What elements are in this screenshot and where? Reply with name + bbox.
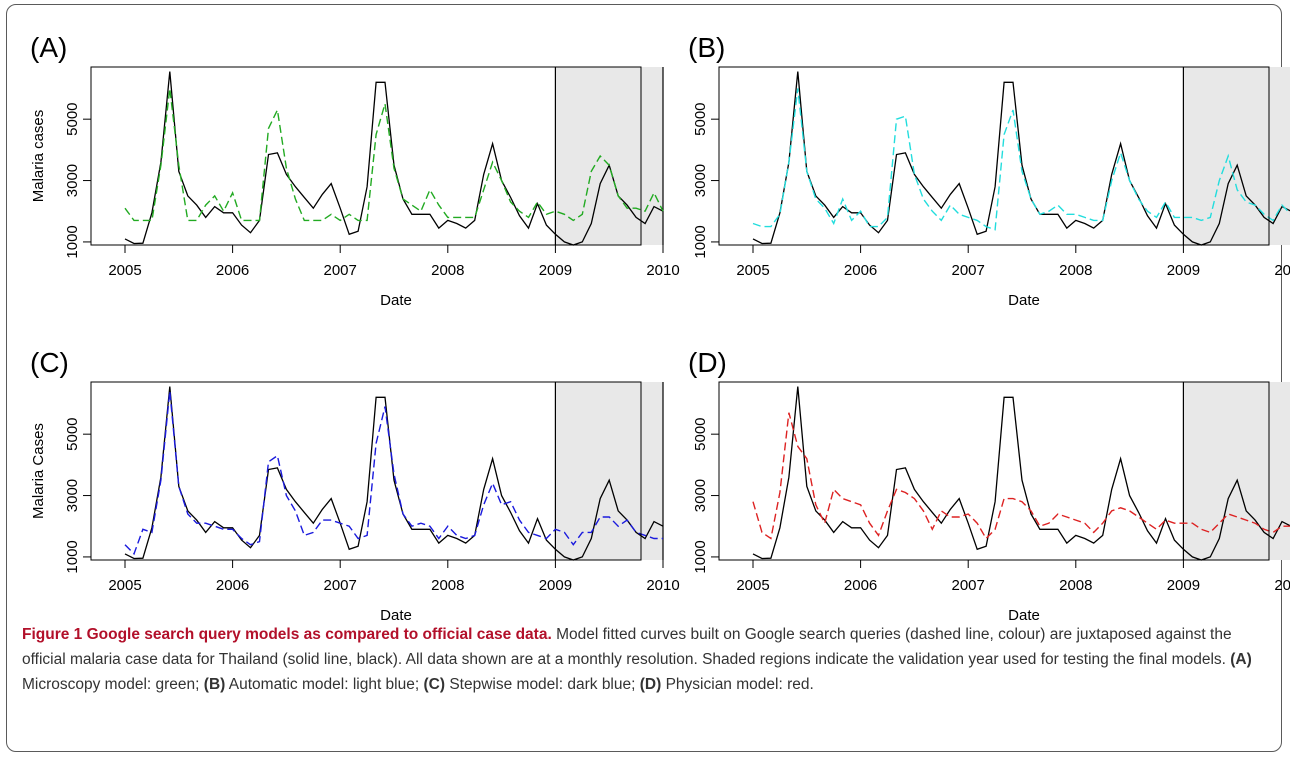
- x-tick-label: 2009: [539, 262, 572, 279]
- y-tick-label: 3000: [64, 164, 81, 197]
- x-tick-label: 2006: [216, 577, 249, 594]
- x-tick-label: 2005: [736, 577, 769, 594]
- x-tick-label: 2006: [216, 262, 249, 279]
- x-axis-label: Date: [380, 292, 412, 309]
- caption-item-label: (B): [203, 676, 226, 693]
- x-tick-label: 2007: [952, 262, 985, 279]
- y-axis-label: Malaria cases: [30, 110, 47, 203]
- x-axis-label: Date: [1008, 292, 1040, 309]
- caption-item-text: Stepwise model: dark blue;: [449, 676, 636, 693]
- x-tick-label: 2010: [646, 577, 679, 594]
- y-tick-label: 3000: [692, 479, 709, 512]
- chart-panel-d: (D) 2005 2006 2007 2008 2009 2010 1000 3000 5000…: [628, 315, 1290, 635]
- x-tick-label: 2006: [844, 577, 877, 594]
- caption-item-label: (D): [639, 676, 662, 693]
- x-tick-label: 2005: [108, 262, 141, 279]
- x-tick-label: 2008: [1059, 577, 1092, 594]
- validation-shade: [1183, 67, 1290, 245]
- model-series-line: [752, 88, 1290, 231]
- caption-item-label: (A): [1230, 651, 1252, 668]
- chart-panel-c: (C) 2005 2006 2007 2008 2009 2010 1000 3000 5000…: [0, 315, 680, 635]
- x-tick-label: 2008: [431, 262, 464, 279]
- validation-shade: [555, 382, 663, 560]
- panel-label: (D): [688, 347, 727, 378]
- caption-item-text: Automatic model: light blue;: [228, 676, 420, 693]
- y-tick-label: 5000: [692, 102, 709, 135]
- x-tick-label: 2009: [539, 577, 572, 594]
- plot-frame: [90, 381, 642, 561]
- x-tick-label: 2008: [1059, 262, 1092, 279]
- panel-label: (B): [688, 32, 726, 63]
- panel-label: (A): [30, 32, 68, 63]
- y-tick-label: 1000: [692, 225, 709, 258]
- caption-item-text: Microscopy model: green;: [22, 676, 200, 693]
- y-tick-label: 5000: [692, 417, 709, 450]
- plot-frame: [718, 381, 1270, 561]
- y-tick-label: 1000: [64, 225, 81, 258]
- y-tick-label: 3000: [64, 479, 81, 512]
- x-tick-label: 2008: [431, 577, 464, 594]
- y-tick-label: 3000: [692, 164, 709, 197]
- x-axis-label: Date: [380, 607, 412, 624]
- model-series-line: [124, 391, 663, 556]
- y-tick-label: 1000: [64, 540, 81, 573]
- x-tick-label: 2007: [324, 262, 357, 279]
- x-tick-label: 2005: [108, 577, 141, 594]
- x-tick-label: 2010: [1274, 262, 1290, 279]
- y-tick-label: 5000: [64, 417, 81, 450]
- chart-svg-c: 2005 2006 2007 2008 2009 2010 1000 3000 5000 Date…: [30, 381, 680, 624]
- plot-frame: [718, 66, 1270, 246]
- y-axis-label: Malaria Cases: [30, 423, 47, 519]
- x-axis-label: Date: [1008, 607, 1040, 624]
- x-tick-label: 2007: [324, 577, 357, 594]
- caption-title: Figure 1 Google search query models as c…: [22, 626, 552, 643]
- figure-frame: [6, 4, 1282, 752]
- validation-shade: [555, 67, 663, 245]
- chart-svg-a: 2005 2006 2007 2008 2009 2010 1000 3000 5000 Date…: [30, 66, 680, 309]
- x-tick-label: 2007: [952, 577, 985, 594]
- caption-item-label: (C): [423, 676, 446, 693]
- caption-body: Model fitted curves built on Google sear…: [22, 626, 1232, 668]
- y-tick-label: 5000: [64, 102, 81, 135]
- chart-svg-d: 2005 2006 2007 2008 2009 2010 1000 3000 5000 Date: [692, 381, 1290, 624]
- caption-item-text: Physician model: red.: [665, 676, 814, 693]
- panel-label: (C): [30, 347, 69, 378]
- x-tick-label: 2010: [646, 262, 679, 279]
- chart-panel-b: (B) 2005 2006 2007 2008 2009 2010 1000 3000 5000…: [628, 0, 1290, 320]
- y-tick-label: 1000: [692, 540, 709, 573]
- model-series-line: [124, 88, 664, 222]
- x-tick-label: 2006: [844, 262, 877, 279]
- model-series-line: [752, 412, 1290, 540]
- x-tick-label: 2010: [1274, 577, 1290, 594]
- x-tick-label: 2005: [736, 262, 769, 279]
- x-tick-label: 2009: [1167, 262, 1200, 279]
- validation-shade: [1183, 382, 1290, 560]
- x-tick-label: 2009: [1167, 577, 1200, 594]
- plot-frame: [90, 66, 642, 246]
- chart-panel-a: (A) 2005 2006 2007 2008 2009 2010 1000 3000 5000…: [0, 0, 680, 320]
- chart-svg-b: 2005 2006 2007 2008 2009 2010 1000 3000 5000 Date: [692, 66, 1290, 309]
- figure-caption: Figure 1 Google search query models as c…: [22, 622, 1272, 697]
